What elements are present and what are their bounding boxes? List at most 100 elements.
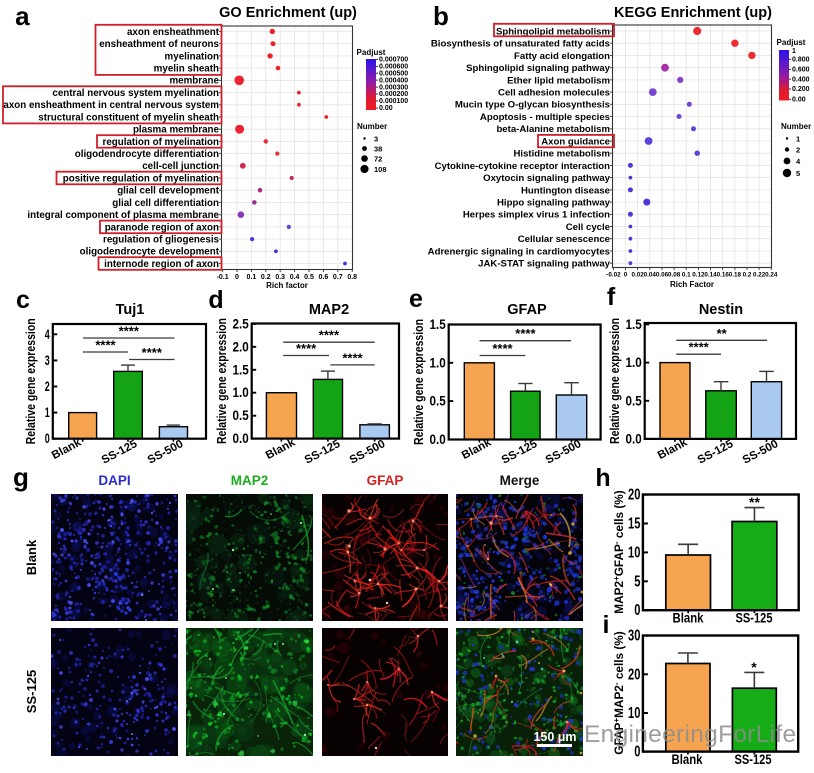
svg-text:e: e [409, 285, 423, 313]
svg-text:0: 0 [634, 602, 640, 619]
svg-text:15: 15 [628, 516, 640, 533]
svg-text:Nestin: Nestin [699, 302, 743, 318]
svg-text:beta-Alanine metabolism: beta-Alanine metabolism [496, 124, 610, 135]
svg-text:-0.02: -0.02 [606, 272, 621, 279]
svg-text:0.4: 0.4 [290, 274, 300, 281]
svg-text:myelination: myelination [165, 51, 219, 62]
svg-text:3: 3 [45, 353, 50, 368]
svg-text:72: 72 [374, 154, 382, 163]
svg-text:0.06: 0.06 [656, 272, 669, 279]
svg-text:Axon guidance: Axon guidance [541, 136, 610, 147]
svg-text:0.800: 0.800 [792, 57, 810, 64]
svg-text:Rich factor: Rich factor [266, 281, 308, 290]
svg-text:20: 20 [628, 487, 640, 504]
svg-text:regulation of gliogenesis: regulation of gliogenesis [103, 235, 219, 246]
svg-text:0.1: 0.1 [247, 274, 257, 281]
svg-text:positive regulation of myelina: positive regulation of myelination [63, 173, 219, 184]
svg-text:GFAP+MAP2- cells (%): GFAP+MAP2- cells (%) [612, 631, 626, 754]
svg-text:2: 2 [45, 379, 50, 394]
svg-text:0.02: 0.02 [631, 272, 644, 279]
svg-text:1: 1 [792, 48, 796, 55]
svg-text:0.6: 0.6 [319, 274, 329, 281]
svg-text:0.04: 0.04 [644, 272, 657, 279]
svg-text:Relative gene expression: Relative gene expression [607, 318, 622, 444]
svg-text:g: g [13, 462, 29, 492]
svg-text:1.5: 1.5 [626, 317, 643, 332]
svg-text:c: c [16, 286, 30, 314]
svg-text:SS-125: SS-125 [735, 751, 772, 767]
svg-text:10: 10 [628, 705, 640, 722]
svg-text:Apoptosis - multiple species: Apoptosis - multiple species [480, 112, 610, 123]
svg-text:2.0: 2.0 [233, 339, 249, 354]
svg-text:****: **** [688, 340, 709, 355]
svg-text:structural constituent of myel: structural constituent of myelin sheath [38, 112, 219, 123]
svg-text:Herpes simplex virus 1 infecti: Herpes simplex virus 1 infection [463, 210, 610, 221]
svg-text:0.3: 0.3 [275, 274, 285, 281]
svg-text:****: **** [296, 341, 317, 356]
svg-text:Adrenergic signaling in cardio: Adrenergic signaling in cardiomyocytes [428, 246, 610, 257]
svg-text:4: 4 [45, 327, 50, 342]
svg-text:**: ** [717, 326, 728, 341]
svg-text:JAK-STAT signaling pathway: JAK-STAT signaling pathway [478, 259, 610, 270]
svg-text:Mucin type O-glycan biosynthes: Mucin type O-glycan biosynthesis [455, 100, 610, 111]
svg-text:1.5: 1.5 [233, 362, 250, 377]
svg-text:150 μm: 150 μm [533, 730, 576, 744]
svg-text:10: 10 [628, 544, 640, 561]
svg-text:GO Enrichment (up): GO Enrichment (up) [219, 5, 357, 21]
svg-text:-0.1: -0.1 [217, 274, 229, 281]
svg-text:1.0: 1.0 [626, 355, 642, 370]
svg-text:0.18: 0.18 [729, 272, 742, 279]
svg-text:0.2: 0.2 [743, 272, 752, 279]
svg-text:0: 0 [624, 272, 628, 279]
svg-text:0.0: 0.0 [430, 432, 446, 447]
svg-text:2: 2 [796, 145, 800, 154]
svg-text:EngineeringForLife: EngineeringForLife [584, 721, 796, 748]
svg-text:0.000300: 0.000300 [379, 84, 408, 91]
svg-text:0.5: 0.5 [626, 393, 643, 408]
svg-text:Blank: Blank [672, 751, 703, 767]
svg-text:Cell cycle: Cell cycle [566, 222, 610, 233]
svg-text:0.7: 0.7 [333, 274, 343, 281]
svg-text:****: **** [342, 350, 363, 365]
svg-text:MAP2: MAP2 [231, 473, 269, 488]
svg-text:paranode region of axon: paranode region of axon [105, 222, 219, 233]
svg-text:internode region of axon: internode region of axon [104, 259, 219, 270]
svg-text:SS-125: SS-125 [736, 610, 773, 626]
svg-text:f: f [607, 283, 616, 311]
svg-text:0.00: 0.00 [379, 105, 393, 112]
svg-text:Relative gene expression: Relative gene expression [23, 318, 38, 444]
svg-text:**: ** [749, 494, 760, 510]
svg-text:0.000500: 0.000500 [379, 70, 408, 77]
svg-text:0.400: 0.400 [792, 76, 810, 83]
svg-text:Histidine metabolism: Histidine metabolism [514, 149, 611, 160]
svg-text:Cell adhesion molecules: Cell adhesion molecules [498, 88, 610, 99]
svg-text:****: **** [515, 326, 536, 341]
svg-text:1.5: 1.5 [430, 317, 447, 332]
svg-text:MAP2+GFAP- cells (%): MAP2+GFAP- cells (%) [612, 490, 626, 613]
svg-text:****: **** [319, 328, 340, 343]
svg-text:Padjust: Padjust [777, 38, 806, 47]
svg-text:0.22: 0.22 [753, 272, 766, 279]
svg-text:Number: Number [781, 122, 811, 131]
svg-text:0.2: 0.2 [261, 274, 271, 281]
svg-text:Oxytocin signaling pathway: Oxytocin signaling pathway [483, 173, 611, 184]
svg-text:axon ensheathment in central n: axon ensheathment in central nervous sys… [3, 100, 219, 111]
svg-text:0.16: 0.16 [717, 272, 730, 279]
svg-text:Tuj1: Tuj1 [116, 302, 145, 318]
svg-text:1: 1 [796, 134, 800, 143]
svg-text:Fatty acid elongation: Fatty acid elongation [514, 51, 610, 62]
svg-text:Cytokine-cytokine receptor int: Cytokine-cytokine receptor interaction [435, 161, 611, 172]
svg-text:****: **** [142, 345, 163, 360]
svg-text:****: **** [95, 338, 116, 353]
svg-text:SS-125: SS-125 [24, 670, 39, 713]
svg-text:0.600: 0.600 [792, 67, 810, 74]
svg-text:Padjust: Padjust [357, 48, 386, 57]
svg-text:Blank: Blank [673, 610, 704, 626]
svg-text:0.000100: 0.000100 [379, 98, 408, 105]
svg-text:GFAP: GFAP [367, 473, 404, 488]
svg-text:axon ensheathment: axon ensheathment [127, 27, 220, 38]
svg-text:0.08: 0.08 [668, 272, 681, 279]
svg-text:0.0: 0.0 [233, 431, 249, 446]
svg-text:cell-cell junction: cell-cell junction [142, 161, 219, 172]
svg-text:0.1: 0.1 [682, 272, 691, 279]
